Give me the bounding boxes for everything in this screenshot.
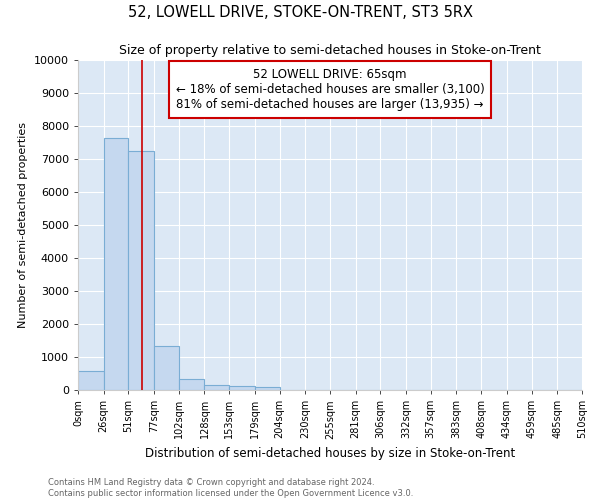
Text: Contains HM Land Registry data © Crown copyright and database right 2024.
Contai: Contains HM Land Registry data © Crown c… bbox=[48, 478, 413, 498]
Text: 52 LOWELL DRIVE: 65sqm
← 18% of semi-detached houses are smaller (3,100)
81% of : 52 LOWELL DRIVE: 65sqm ← 18% of semi-det… bbox=[176, 68, 484, 112]
Bar bbox=[229, 386, 255, 390]
Bar bbox=[78, 371, 104, 390]
Bar bbox=[179, 379, 205, 390]
Bar bbox=[104, 138, 128, 390]
Text: 52, LOWELL DRIVE, STOKE-ON-TRENT, ST3 5RX: 52, LOWELL DRIVE, STOKE-ON-TRENT, ST3 5R… bbox=[128, 5, 473, 20]
X-axis label: Distribution of semi-detached houses by size in Stoke-on-Trent: Distribution of semi-detached houses by … bbox=[145, 447, 515, 460]
Title: Size of property relative to semi-detached houses in Stoke-on-Trent: Size of property relative to semi-detach… bbox=[119, 44, 541, 58]
Bar bbox=[128, 151, 154, 390]
Bar bbox=[205, 386, 229, 390]
Y-axis label: Number of semi-detached properties: Number of semi-detached properties bbox=[19, 122, 28, 328]
Bar bbox=[255, 386, 280, 390]
Bar bbox=[154, 346, 179, 390]
